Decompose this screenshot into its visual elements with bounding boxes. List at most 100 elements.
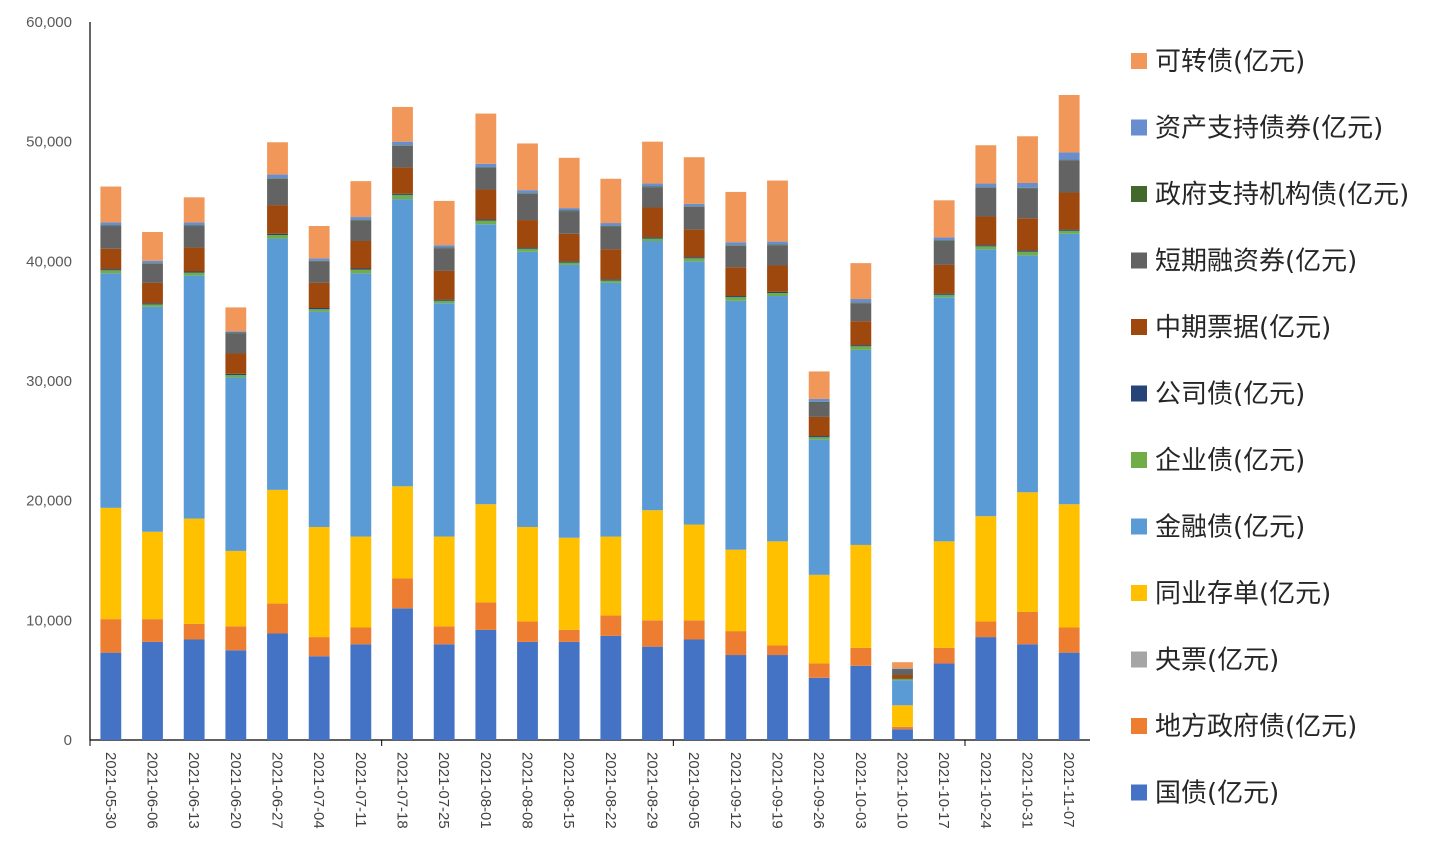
bar-segment [1017, 136, 1038, 183]
bar-segment [892, 662, 913, 669]
bar-segment [767, 265, 788, 292]
bar-segment [183, 623, 205, 640]
bar-segment [350, 220, 372, 221]
bar-segment [100, 619, 122, 653]
bar-segment [975, 637, 997, 740]
bar-segment [308, 261, 330, 283]
bar-segment [1017, 187, 1038, 189]
bar-segment [433, 644, 455, 740]
bar-segment [475, 189, 497, 220]
x-tick-label: 2021-10-31 [1019, 752, 1036, 829]
bar-segment [725, 245, 747, 246]
bar-segment [1058, 233, 1080, 505]
bar-segment [392, 486, 413, 579]
bar-segment [100, 270, 122, 274]
bar-segment [975, 187, 997, 188]
bar-segment [392, 106, 413, 142]
bar-segment [392, 193, 413, 195]
bar-segment [308, 637, 330, 657]
bar-segment [725, 267, 747, 297]
x-tick-label: 2021-09-19 [769, 752, 786, 829]
bar-segment [725, 300, 747, 550]
legend-swatch [1131, 252, 1147, 269]
bar-segment [100, 507, 122, 620]
bar-segment [1017, 611, 1038, 645]
bar-segment [642, 237, 663, 239]
bar-segment [308, 656, 330, 740]
bar-segment [600, 279, 622, 281]
legend-swatch [1131, 385, 1147, 402]
bar-segment [767, 293, 788, 297]
bar-segment [683, 229, 705, 258]
bar-segment [850, 544, 872, 648]
bar-segment [1058, 652, 1080, 740]
bar-segment [725, 296, 747, 298]
bar-segment [100, 186, 122, 223]
bar-segment [100, 269, 122, 271]
bar-segment [975, 187, 997, 217]
bar-segment [725, 297, 747, 301]
bar-segment [308, 260, 330, 262]
bar-segment [392, 141, 413, 146]
y-tick-label: 50,000 [26, 134, 72, 151]
y-tick-label: 20,000 [26, 493, 72, 510]
legend-label: 企业债(亿元) [1155, 446, 1305, 476]
bar-segment [142, 263, 163, 283]
x-tick-label: 2021-07-04 [310, 752, 327, 829]
legend-swatch [1131, 518, 1147, 535]
bar-segment [350, 220, 372, 241]
bar-segment [558, 641, 580, 740]
bar-segment [642, 510, 663, 621]
bar-segment [642, 207, 663, 238]
bar-segment [225, 373, 247, 376]
bar-segment [808, 371, 830, 399]
bar-segment [808, 677, 830, 740]
bar-segment [183, 247, 205, 272]
bar-segment [1017, 188, 1038, 219]
bar-segment [850, 647, 872, 666]
bar-segment [892, 705, 913, 727]
bar-segment [142, 619, 163, 642]
bar-segment [392, 145, 413, 168]
bar-segment [808, 439, 830, 575]
bar-segment [767, 180, 788, 242]
legend-label: 金融债(亿元) [1155, 513, 1305, 543]
bar-segment [225, 307, 247, 332]
x-tick-label: 2021-07-18 [394, 752, 411, 829]
bar-segment [100, 225, 122, 227]
bar-segment [308, 309, 330, 312]
x-tick-label: 2021-08-22 [602, 752, 619, 829]
bar-segment [517, 190, 538, 194]
bar-segment [642, 187, 663, 208]
bar-segment [142, 304, 163, 307]
bar-segment [558, 264, 580, 538]
bar-segment [475, 602, 497, 630]
bar-segment [350, 269, 372, 274]
bar-segment [767, 645, 788, 656]
bar-segment [642, 620, 663, 647]
bar-segment [767, 244, 788, 246]
bar-segment [558, 157, 580, 209]
bar-segment [975, 245, 997, 247]
bar-segment [267, 205, 288, 234]
bar-segment [850, 345, 872, 347]
legend-swatch [1131, 119, 1147, 136]
bar-segment [642, 240, 663, 511]
bar-segment [767, 541, 788, 646]
x-tick-label: 2021-09-05 [685, 752, 702, 829]
bar-segment [433, 245, 455, 248]
y-axis: 0 10,000 20,000 30,000 40,000 50,000 60,000 [26, 14, 91, 749]
bar-segment [100, 248, 122, 270]
bar-segment [225, 353, 247, 374]
bar-segment [558, 233, 580, 262]
bar-segment [267, 174, 288, 179]
legend-swatch [1131, 452, 1147, 468]
bar-segment [600, 282, 622, 537]
bar-segment [850, 665, 872, 740]
bar-segment [517, 526, 538, 622]
y-tick-label: 30,000 [26, 373, 72, 390]
bar-segment [975, 246, 997, 250]
bar-segment [1058, 230, 1080, 234]
bar-segment [350, 627, 372, 645]
x-tick-label: 2021-08-29 [644, 752, 661, 829]
